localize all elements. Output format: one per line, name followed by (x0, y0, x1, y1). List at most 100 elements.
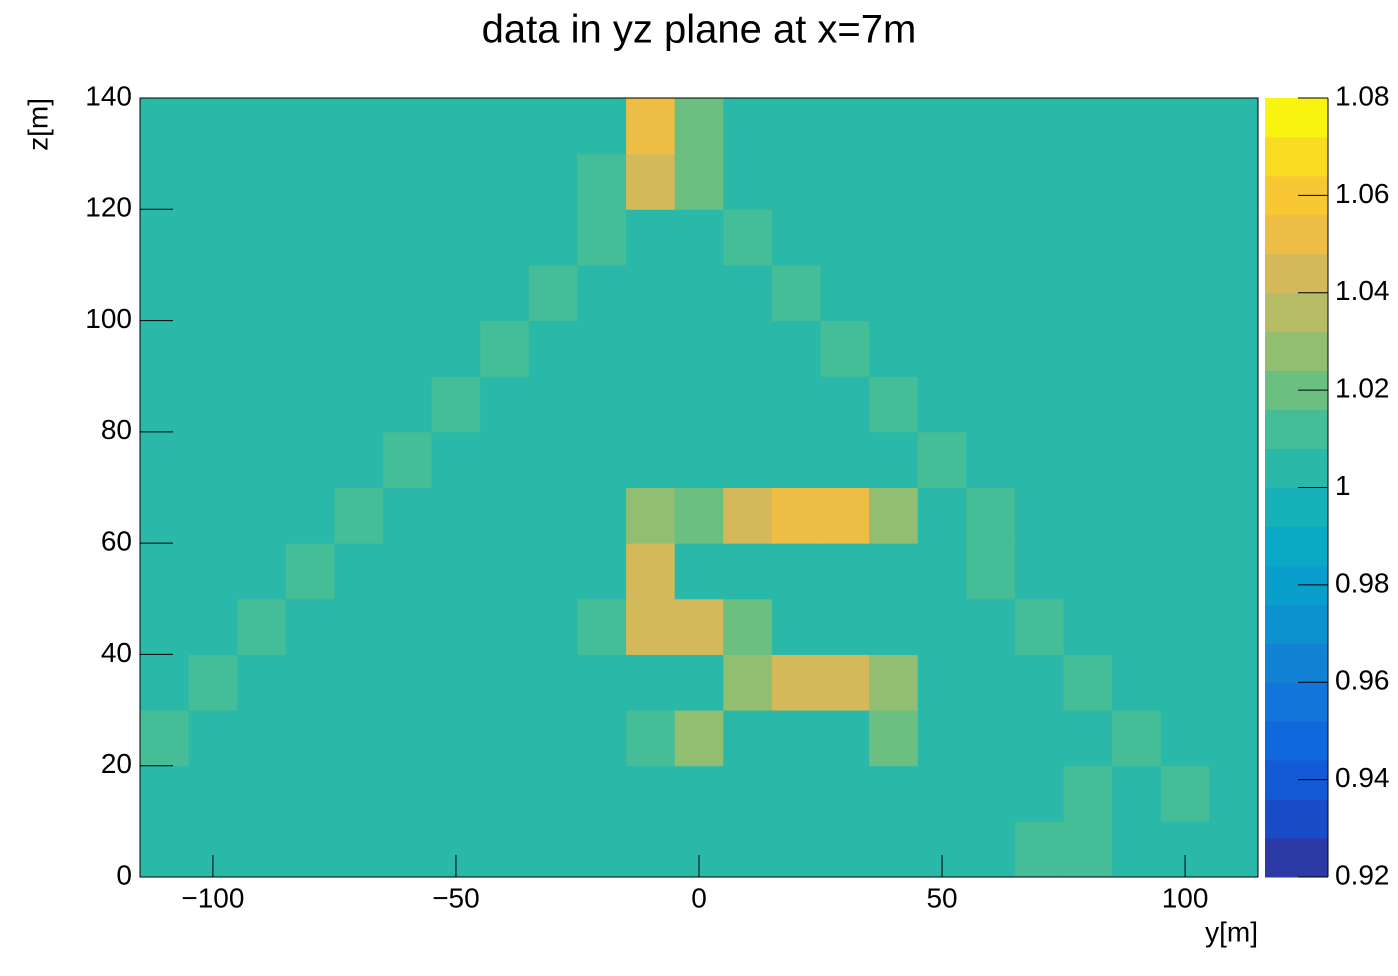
colorbar-tick-label: 0.96 (1335, 665, 1390, 696)
heatmap-cell (917, 654, 967, 711)
heatmap-cell (577, 264, 627, 322)
heatmap-cell (674, 376, 724, 433)
heatmap-cell (1112, 543, 1162, 600)
y-tick-label: 120 (85, 192, 132, 223)
heatmap-cell (480, 543, 530, 600)
heatmap-cell (334, 654, 384, 711)
heatmap-cell (917, 543, 967, 600)
colorbar-band (1265, 448, 1328, 488)
y-axis-label: z[m] (22, 98, 53, 151)
heatmap-cell (383, 264, 433, 322)
colorbar-band (1265, 604, 1328, 644)
heatmap-cell (285, 153, 335, 210)
heatmap-cell (480, 710, 530, 767)
heatmap-cell (1014, 487, 1065, 544)
heatmap-cell (966, 710, 1016, 767)
heatmap-cell (383, 654, 433, 711)
heatmap-cell (285, 98, 335, 155)
y-tick-label: 140 (85, 80, 132, 111)
heatmap-cell (480, 821, 530, 878)
heatmap-cell (188, 153, 238, 210)
heatmap-cell (285, 431, 335, 488)
heatmap-cell (917, 710, 967, 767)
colorbar-band (1265, 838, 1328, 878)
heatmap-cell (528, 153, 578, 210)
colorbar-tick-label: 1 (1335, 470, 1351, 501)
heatmap-cell (528, 654, 578, 711)
heatmap-cell (1112, 598, 1162, 655)
heatmap-cell (188, 98, 238, 155)
heatmap-cell (723, 710, 773, 767)
heatmap-cell (1014, 821, 1065, 878)
heatmap-cell (285, 654, 335, 711)
heatmap-cell (383, 487, 433, 544)
heatmap-cell (626, 543, 676, 600)
heatmap-cell (577, 821, 627, 878)
heatmap-cell (480, 598, 530, 655)
heatmap-cell (1209, 821, 1259, 878)
heatmap-cell (140, 209, 190, 266)
heatmap-cell (480, 431, 530, 488)
heatmap-cell (771, 821, 822, 878)
heatmap-cell (528, 209, 578, 266)
heatmap-cell (917, 431, 967, 488)
heatmap-cell (917, 98, 967, 155)
heatmap-cell (626, 710, 676, 767)
heatmap-cell (383, 209, 433, 266)
heatmap-cell (1209, 710, 1259, 767)
heatmap-cell (771, 98, 822, 155)
heatmap-cell (480, 209, 530, 266)
heatmap-cell (1063, 209, 1113, 266)
heatmap-cell (820, 543, 870, 600)
heatmap-cell (577, 487, 627, 544)
heatmap-cell (723, 487, 773, 544)
heatmap-cell (528, 543, 578, 600)
heatmap-cell (1063, 543, 1113, 600)
heatmap-cell (188, 654, 238, 711)
colorbar-band (1265, 682, 1328, 722)
heatmap-cell (334, 765, 384, 822)
heatmap-cell (1014, 264, 1065, 322)
heatmap-cell (1063, 765, 1113, 822)
heatmap-cell (723, 543, 773, 600)
colorbar-band (1265, 799, 1328, 839)
y-tick-label: 20 (101, 748, 132, 779)
heatmap-cell (626, 320, 676, 377)
heatmap-cell (188, 376, 238, 433)
heatmap-cell (140, 431, 190, 488)
colorbar-tick-label: 0.92 (1335, 859, 1390, 890)
heatmap-cell (1160, 543, 1210, 600)
heatmap-cell (674, 209, 724, 266)
heatmap-cell (577, 543, 627, 600)
heatmap-cell (820, 431, 870, 488)
heatmap-cell (188, 431, 238, 488)
heatmap-cell (820, 487, 870, 544)
heatmap-cell (140, 710, 190, 767)
heatmap-cell (771, 264, 822, 322)
heatmap-cell (1209, 264, 1259, 322)
heatmap-cell (188, 264, 238, 322)
heatmap-cell (431, 431, 481, 488)
heatmap-cell (626, 376, 676, 433)
x-tick-label: 50 (926, 882, 957, 913)
heatmap-cell (285, 543, 335, 600)
heatmap-cell (1063, 376, 1113, 433)
heatmap-cell (577, 320, 627, 377)
heatmap-cell (140, 543, 190, 600)
heatmap-cell (480, 654, 530, 711)
heatmap-cell (626, 487, 676, 544)
heatmap-cell (869, 320, 919, 377)
heatmap-cell (237, 264, 287, 322)
heatmap-cell (1112, 765, 1162, 822)
heatmap-cell (869, 264, 919, 322)
heatmap-cell (1112, 431, 1162, 488)
heatmap-cell (1160, 153, 1210, 210)
heatmap-cell (237, 376, 287, 433)
heatmap-cell (285, 264, 335, 322)
heatmap-cell (1014, 431, 1065, 488)
heatmap-cell (674, 487, 724, 544)
heatmap-cell (674, 320, 724, 377)
heatmap-cell (917, 765, 967, 822)
heatmap-cell (1209, 487, 1259, 544)
heatmap-cell (528, 821, 578, 878)
